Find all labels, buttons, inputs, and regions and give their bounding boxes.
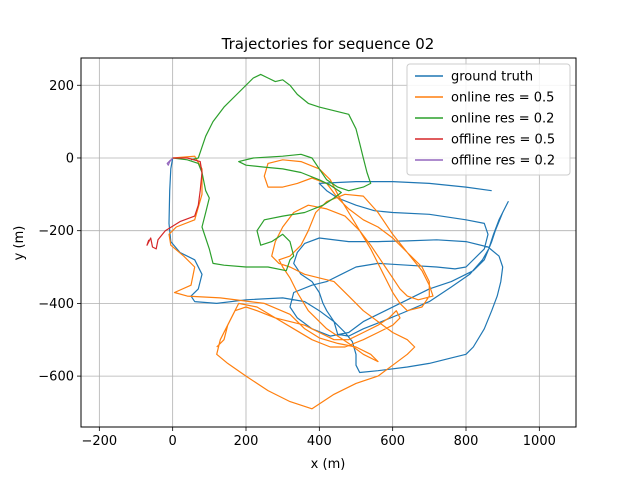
- series-layer: [146, 73, 509, 410]
- series-line-3: [146, 157, 203, 250]
- x-tick-label: 1000: [523, 434, 556, 449]
- y-tick-label: −600: [38, 370, 74, 385]
- series-line-4: [166, 157, 174, 166]
- ticks: −200 0 200 400 600 800 1000 200 0 −200 −400 −600: [38, 79, 556, 449]
- x-tick-label: 600: [380, 434, 405, 449]
- series-line-1: [168, 155, 434, 410]
- legend-label-4: offline res = 0.2: [451, 154, 555, 169]
- plot-frame: [80, 57, 577, 428]
- x-tick-label: −200: [81, 434, 117, 449]
- legend-label-0: ground truth: [451, 70, 533, 85]
- series-line-0: [168, 157, 509, 374]
- x-axis-label: x (m): [311, 457, 346, 472]
- y-tick-label: 200: [49, 79, 74, 94]
- legend-box: [406, 63, 571, 176]
- legend-label-1: online res = 0.5: [451, 91, 554, 106]
- x-tick-label: 800: [454, 434, 479, 449]
- series-line-2: [172, 73, 372, 272]
- legend: ground truth online res = 0.5 online res =…: [406, 63, 571, 176]
- chart-title: Trajectories for sequence 02: [221, 35, 435, 53]
- y-axis-label: y (m): [12, 226, 27, 261]
- y-tick-label: −200: [38, 224, 74, 239]
- y-tick-label: 0: [66, 151, 74, 166]
- legend-label-3: offline res = 0.5: [451, 133, 555, 148]
- x-tick-label: 200: [234, 434, 259, 449]
- y-tick-label: −400: [38, 297, 74, 312]
- legend-label-2: online res = 0.2: [451, 112, 554, 127]
- x-tick-label: 400: [307, 434, 332, 449]
- x-tick-label: 0: [169, 434, 177, 449]
- grid: [81, 58, 576, 427]
